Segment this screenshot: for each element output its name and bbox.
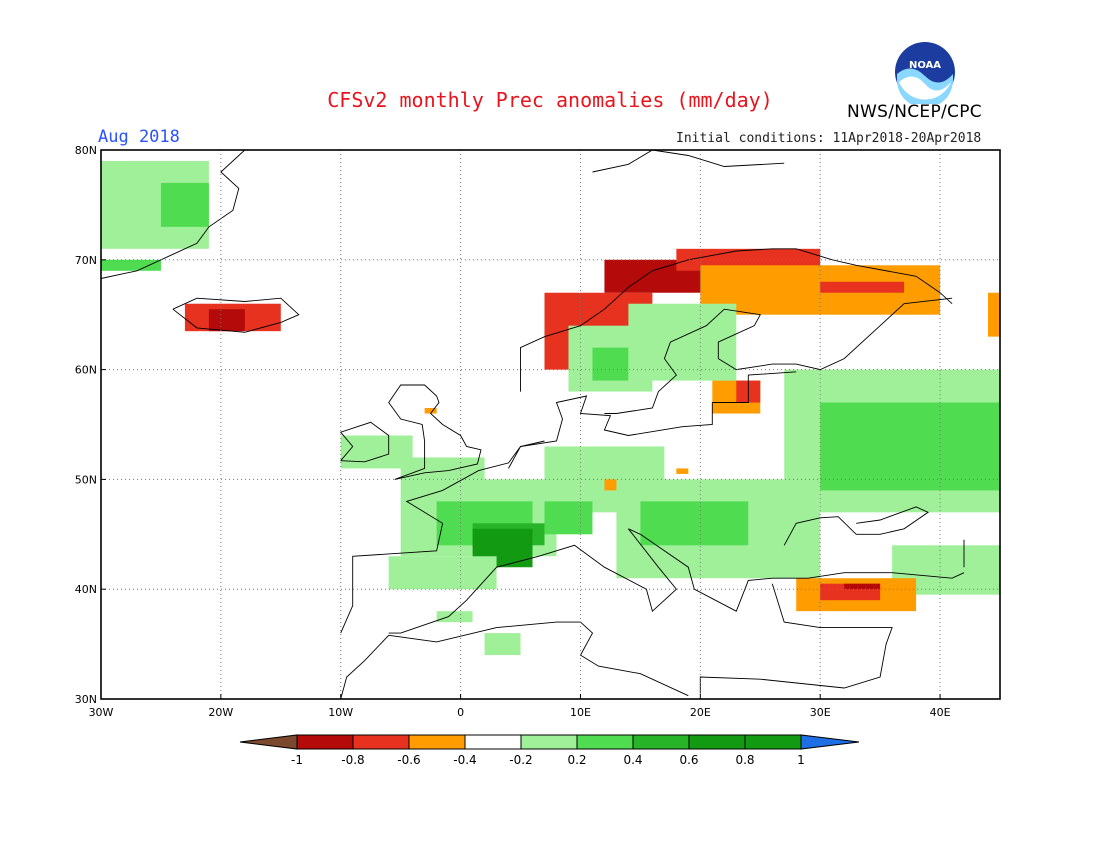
colorbar: -1 -0.8 -0.6 -0.4 -0.2 0.2 0.4 0.6 0.8 1 [239, 734, 860, 767]
anomaly-cell [400, 457, 485, 480]
colorbar-swatch [296, 734, 354, 750]
noaa-logo-icon: NOAA [895, 42, 955, 104]
colorbar-label: 0.2 [567, 753, 586, 767]
coastline-layer [100, 149, 965, 700]
colorbar-swatch [632, 734, 690, 750]
lon-tick-label: 30W [89, 706, 114, 719]
colorbar-low-arrow [239, 734, 298, 750]
anomaly-cell [820, 402, 1000, 491]
organization-label: NWS/NCEP/CPC [847, 102, 982, 122]
colorbar-label: -1 [291, 753, 303, 767]
anomaly-cell [484, 633, 521, 656]
colorbar-high-arrow [800, 734, 860, 750]
coastline [604, 297, 953, 414]
lon-tick-label: 20W [208, 706, 233, 719]
initial-conditions-label: Initial conditions: 11Apr2018-20Apr2018 [676, 131, 982, 146]
lat-tick-label: 80N [75, 144, 97, 157]
colorbar-label: 0.6 [679, 753, 698, 767]
lat-tick-label: 70N [75, 254, 97, 267]
anomaly-cell [988, 292, 1000, 337]
coastline [508, 440, 545, 469]
colorbar-swatch [464, 734, 522, 750]
coastline [783, 506, 930, 546]
logo-lettering: NOAA [909, 60, 941, 71]
coastline [172, 297, 300, 333]
anomaly-cell [592, 347, 629, 381]
anomaly-cell [676, 468, 689, 474]
colorbar-swatch [520, 734, 578, 750]
colorbar-swatch [408, 734, 466, 750]
lat-tick-label: 40N [75, 583, 97, 596]
coastline [340, 371, 797, 634]
lat-tick-label: 50N [75, 473, 97, 486]
coastline [100, 149, 246, 279]
lon-tick-label: 30E [810, 706, 831, 719]
anomaly-cell [604, 479, 617, 491]
colorbar-label: -0.6 [397, 753, 420, 767]
anomaly-shading-layer [101, 160, 1000, 656]
coastline [520, 248, 953, 392]
lat-tick-label: 30N [75, 693, 97, 706]
anomaly-cell [436, 611, 473, 623]
coastline [699, 583, 893, 694]
anomaly-cell [160, 182, 209, 227]
colorbar-swatch [352, 734, 410, 750]
lon-tick-label: 0 [457, 706, 464, 719]
colorbar-swatch [744, 734, 802, 750]
anomaly-cell [820, 281, 905, 293]
coastline [339, 421, 390, 463]
anomaly-cell [424, 408, 437, 414]
anomaly-cell [640, 501, 749, 546]
lon-tick-label: 20E [690, 706, 711, 719]
coastline [340, 621, 689, 700]
map-frame [100, 149, 1001, 700]
colorbar-label: 0.4 [623, 753, 642, 767]
colorbar-label: -0.2 [509, 753, 532, 767]
coastline [592, 149, 785, 173]
anomaly-cell [844, 583, 881, 590]
anomaly-cell [388, 556, 497, 590]
coastline [388, 384, 482, 480]
lon-tick-label: 10W [328, 706, 353, 719]
lon-tick-label: 10E [570, 706, 591, 719]
colorbar-label: 1 [797, 753, 805, 767]
lat-tick-label: 60N [75, 364, 97, 377]
colorbar-swatch [688, 734, 746, 750]
colorbar-label: 0.8 [735, 753, 754, 767]
forecast-period: Aug 2018 [98, 127, 180, 147]
colorbar-swatch [576, 734, 634, 750]
anomaly-cell [101, 259, 161, 271]
colorbar-label: -0.4 [453, 753, 476, 767]
map-axes: 30W 20W 10W 0 10E 20E 30E 40E 30N 40N 50N 60N 70N 80N [75, 144, 951, 719]
anomaly-cell [544, 501, 593, 535]
map-title: CFSv2 monthly Prec anomalies (mm/day) [327, 88, 773, 112]
lon-tick-label: 40E [930, 706, 951, 719]
coastline [388, 528, 965, 634]
colorbar-label: -0.8 [341, 753, 364, 767]
anomaly-cell [628, 303, 737, 381]
anomaly-cell [208, 309, 245, 332]
